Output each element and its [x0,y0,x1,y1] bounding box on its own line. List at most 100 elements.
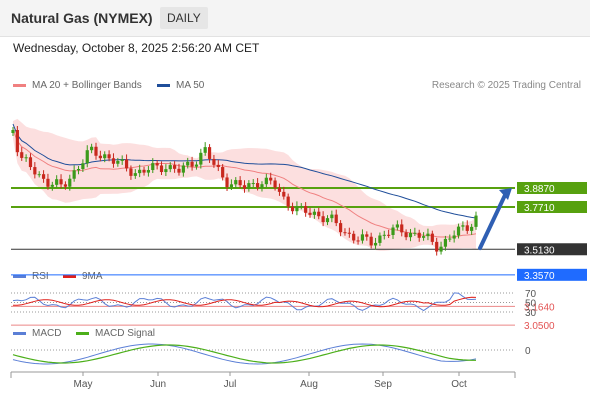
candle-body [20,152,24,158]
candle-body [229,184,233,188]
legend-label-rsi: RSI [32,271,49,282]
candle-body [400,224,404,233]
candle-body [308,212,312,215]
candle-body [216,164,220,168]
time-tick-label: Jun [150,379,166,390]
candle-body [430,233,434,242]
candle-body [299,206,303,208]
candle-body [111,158,116,164]
candle-body [435,241,439,252]
candle-body [168,165,172,170]
legend-ma50: MA 50 [157,80,204,91]
candle-body [382,234,386,236]
candle-body [369,236,373,246]
candle-body [199,152,203,165]
candle-body [234,180,238,185]
price-level-label: 3.8870 [524,184,555,195]
candle-body [443,238,448,247]
candle-body [256,183,260,188]
candle-body [360,234,365,241]
candle-body [282,191,286,197]
candle-body [124,159,129,169]
chart-header: Natural Gas (NYMEX) DAILY [0,0,590,37]
period-badge[interactable]: DAILY [160,7,208,29]
candle-body [238,180,242,186]
candle-body [151,163,155,171]
candle-body [90,146,94,151]
legend-macd-signal: MACD Signal [76,328,155,339]
candle-body [76,168,81,171]
candle-body [312,211,316,215]
candle-body [242,185,247,189]
legend-macd: MACD [13,328,61,339]
candle-body [46,178,50,187]
candle-body [448,238,452,240]
legend-swatch-rsi [13,275,26,278]
target-arrow [478,188,512,251]
legend-swatch-9ma [63,275,76,278]
legend-label-ma20: MA 20 + Bollinger Bands [32,80,142,91]
time-tick-label: Oct [451,379,467,390]
candle-body [133,173,137,176]
candle-body [295,206,299,212]
candle-body [120,159,124,161]
candle-body [356,240,360,242]
candle-body [155,163,159,166]
candle-body [456,226,461,236]
candle-body [334,214,338,224]
candle-body [304,206,308,213]
instrument-title: Natural Gas (NYMEX) [11,10,153,26]
candle-body [413,232,417,234]
legend-label-macd: MACD [32,328,62,339]
time-axis: May Jun Jul Aug Sep Oct [10,371,516,390]
candle-body [225,177,229,188]
rsi-tick-label: 70 [525,289,537,300]
rsi-tick-label: 30 [525,308,537,319]
candle-body [194,164,199,167]
candle-body [33,167,37,175]
legend-rsi-9ma: 9MA [63,271,103,282]
candle-body [247,183,251,189]
candle-body [404,232,408,238]
time-tick-label: May [74,379,93,390]
candle-body [181,165,185,173]
candle-body [417,232,421,238]
legend-swatch-macd [13,332,26,335]
candle-body [325,218,330,223]
candle-body [177,168,181,173]
candle-body [387,234,391,236]
candle-body [321,216,325,223]
candle-body [365,234,369,237]
candle-body [72,170,76,179]
candle-body [41,174,46,179]
candle-body [461,225,465,227]
macd-tick-label: 0 [525,346,531,357]
candle-body [98,155,102,159]
macd-line [12,343,477,365]
candle-body [465,225,469,231]
legend-swatch-ma50 [157,84,170,87]
candle-body [173,165,177,169]
candle-body [107,154,111,159]
candle-body [28,157,33,168]
candle-body [260,184,264,188]
legend-label-9ma: 9MA [82,271,103,282]
candle-body [146,170,151,173]
legend-swatch-macd-signal [76,332,89,335]
price-level-label: 3.3570 [524,271,555,282]
price-level-tag [517,201,587,214]
macd-signal-line [12,344,476,364]
candle-body [63,184,68,187]
candle-body [452,235,456,239]
candle-body [330,214,334,219]
candle-body [15,130,19,153]
candle-body [164,169,168,173]
candle-body [343,232,347,234]
candle-body [470,226,474,231]
candle-body [373,242,378,246]
candle-body [203,147,207,153]
price-level-label: 3.7710 [524,203,555,214]
candle-body [286,196,290,207]
candle-body [408,232,413,238]
